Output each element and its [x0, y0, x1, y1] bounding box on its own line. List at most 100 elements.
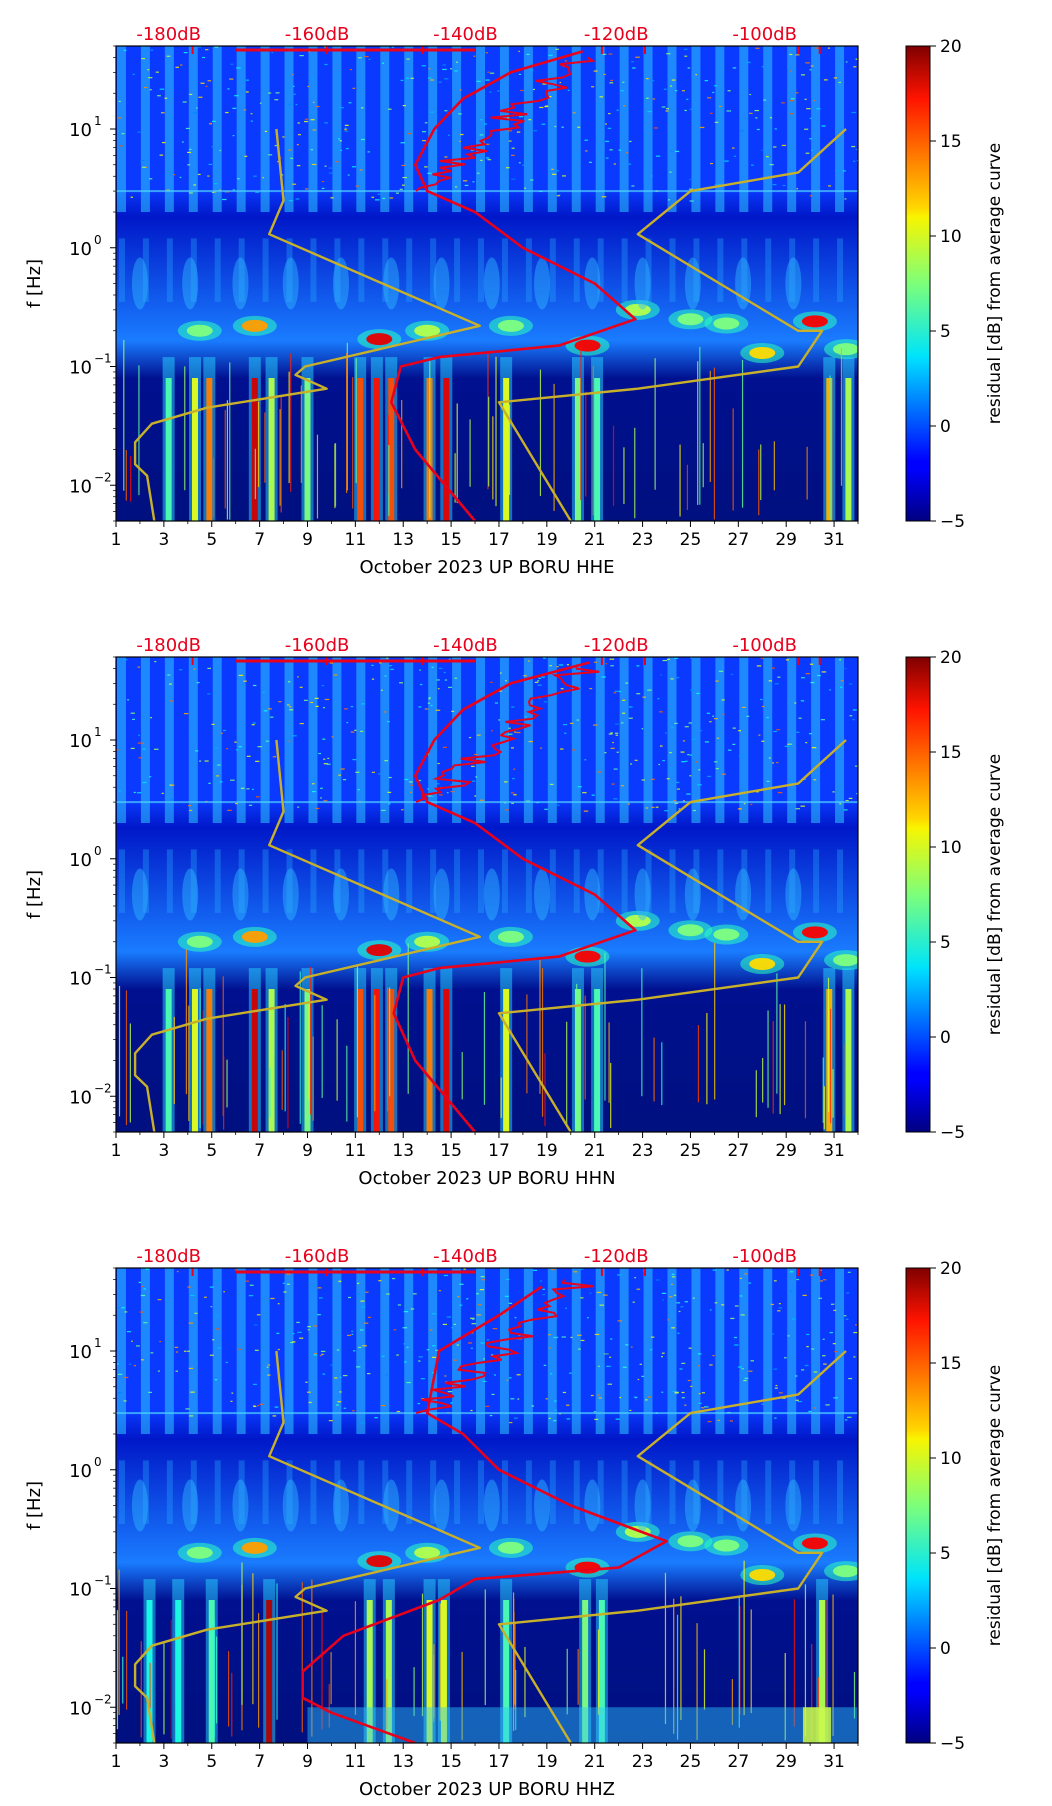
- heatmap-stripe: [188, 657, 198, 824]
- heatmap-burst: [357, 378, 364, 521]
- x-tick-label: 1: [111, 1752, 122, 1772]
- x-tick-label: 23: [632, 1141, 654, 1161]
- heatmap-stripe: [428, 46, 438, 213]
- x-tick-label: 3: [158, 1752, 169, 1772]
- heatmap-stripe: [621, 238, 628, 302]
- heatmap-stripe: [717, 1460, 724, 1524]
- heatmap-stripe: [549, 849, 556, 913]
- heatmap-stripe: [382, 1460, 389, 1524]
- y-tick-exponent: 0: [94, 233, 102, 247]
- x-tick-label: 3: [158, 1141, 169, 1161]
- heatmap-stripe: [571, 657, 581, 824]
- heatmap-stripe: [356, 1268, 366, 1435]
- x-tick-label: 19: [536, 1752, 558, 1772]
- db-scale-label: -100dB: [732, 635, 797, 656]
- heatmap-stripe: [214, 238, 221, 302]
- heatmap-stripe: [406, 1460, 413, 1524]
- heatmap-stripe: [308, 46, 318, 213]
- x-tick-label: 9: [302, 1141, 313, 1161]
- x-tick-label: 11: [345, 530, 367, 550]
- colorbar-tick-label: 15: [940, 132, 962, 152]
- heatmap-stripe: [595, 46, 605, 213]
- psd-median-line: [301, 1285, 668, 1743]
- x-tick-label: 31: [823, 1752, 845, 1772]
- db-scale-label: -120dB: [584, 1246, 649, 1267]
- heatmap-stripe: [765, 238, 772, 302]
- heatmap-stripe: [430, 849, 437, 913]
- x-tick-label: 27: [728, 1752, 750, 1772]
- x-tick-label: 11: [345, 1141, 367, 1161]
- heatmap-stripe: [787, 1268, 797, 1435]
- colorbar-tick-label: 5: [940, 1544, 951, 1564]
- heatmap-stripe: [452, 657, 462, 824]
- heatmap-stripe: [476, 1268, 486, 1435]
- x-tick-label: 17: [488, 1141, 510, 1161]
- db-scale-label: -160dB: [285, 1246, 350, 1267]
- heatmap-stripe: [669, 1460, 676, 1524]
- y-tick-label: 10: [69, 120, 92, 141]
- y-tick-exponent: −1: [94, 352, 112, 366]
- x-tick-label: 27: [728, 1141, 750, 1161]
- heatmap-stripe: [140, 1268, 150, 1435]
- heatmap-stripe: [238, 1460, 245, 1524]
- heatmap-burst: [594, 989, 601, 1132]
- psd-spread-line: [415, 667, 600, 804]
- heatmap-stripe: [286, 238, 293, 302]
- heatmap-stripe: [428, 657, 438, 824]
- colorbar-tick-label: 20: [940, 1259, 962, 1279]
- x-tick-label: 13: [392, 1141, 414, 1161]
- heatmap-burst: [268, 989, 275, 1132]
- heatmap-stripe: [669, 849, 676, 913]
- x-tick-label: 15: [440, 530, 462, 550]
- heatmap-stripe: [811, 1268, 821, 1435]
- heatmap-stripe: [118, 238, 125, 302]
- heatmap-burst: [826, 378, 833, 521]
- heatmap-burst: [574, 378, 581, 521]
- heatmap-stripe: [645, 238, 652, 302]
- x-tick-label: 3: [158, 530, 169, 550]
- heatmap-stripe: [715, 657, 725, 824]
- heatmap-burst: [574, 989, 581, 1132]
- x-tick-label: 9: [302, 1752, 313, 1772]
- x-tick-label: 21: [584, 1752, 606, 1772]
- heatmap-stripe: [501, 1460, 508, 1524]
- heatmap-stripe: [286, 849, 293, 913]
- heatmap-stripe: [332, 657, 342, 824]
- heatmap-stripe: [643, 657, 653, 824]
- heatmap-stripe: [811, 657, 821, 824]
- heatmap-stripe: [741, 849, 748, 913]
- db-scale-label: -180dB: [136, 1246, 201, 1267]
- x-tick-label: 11: [345, 1752, 367, 1772]
- heatmap-burst: [191, 378, 198, 521]
- colorbar-tick-label: −5: [940, 1734, 965, 1754]
- heatmap-stripe: [741, 1460, 748, 1524]
- heatmap-burst: [388, 989, 395, 1132]
- heatmap-stripe: [549, 238, 556, 302]
- x-tick-label: 25: [680, 530, 702, 550]
- y-tick-label: 10: [69, 476, 92, 497]
- y-tick-label: 10: [69, 1087, 92, 1108]
- heatmap-stripe: [430, 1460, 437, 1524]
- heatmap-stripe: [501, 238, 508, 302]
- db-scale-label: -180dB: [136, 635, 201, 656]
- heatmap-stripe: [476, 46, 486, 213]
- colorbar-tick-label: 5: [940, 322, 951, 342]
- heatmap-stripe: [284, 657, 294, 824]
- heatmap-stripe: [356, 657, 366, 824]
- heatmap-stripe: [142, 849, 149, 913]
- heatmap-stripe: [406, 849, 413, 913]
- x-axis-label: October 2023 UP BORU HHN: [358, 1168, 615, 1189]
- heatmap-stripe: [547, 657, 557, 824]
- heatmap-stripe: [284, 46, 294, 213]
- x-tick-label: 1: [111, 530, 122, 550]
- heatmap-stripe: [428, 1268, 438, 1435]
- heatmap: [116, 46, 858, 521]
- noise-model-high-line: [497, 1350, 847, 1743]
- y-tick-label: 10: [69, 1698, 92, 1719]
- y-tick-exponent: 0: [94, 844, 102, 858]
- x-tick-label: 19: [536, 530, 558, 550]
- heatmap-stripe: [523, 657, 533, 824]
- y-tick-exponent: 1: [94, 114, 102, 128]
